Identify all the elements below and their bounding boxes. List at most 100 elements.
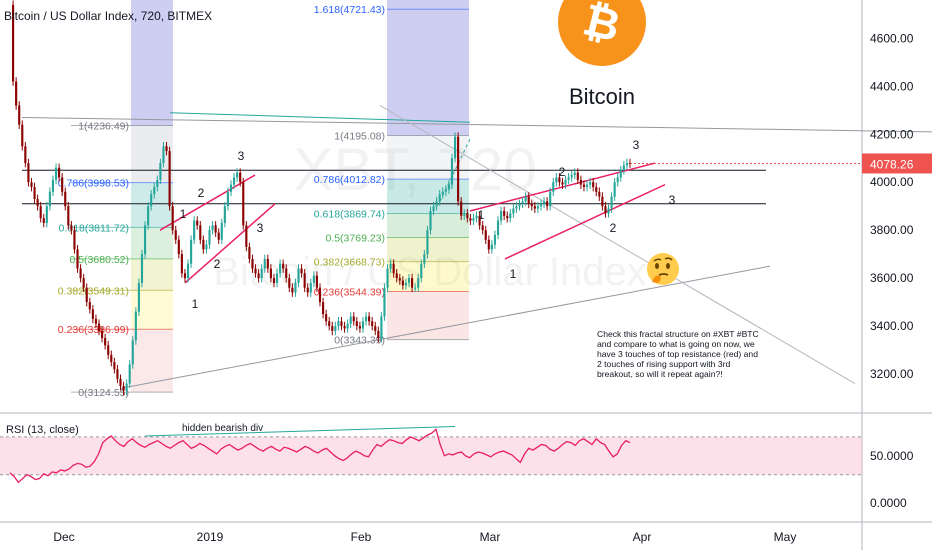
rsi-layer: hidden bearish div <box>0 423 862 484</box>
candle-body <box>438 194 441 202</box>
fib-right-level-label: 0.618(3869.74) <box>314 208 385 220</box>
candle-body <box>407 278 411 283</box>
candle-body <box>601 196 604 207</box>
candle-body <box>156 179 159 188</box>
candle-body <box>220 222 223 240</box>
time-tick-label: Mar <box>480 530 501 544</box>
symbol-title[interactable]: Bitcoin / US Dollar Index, 720, BITMEX <box>4 9 213 23</box>
candle-body <box>269 268 272 279</box>
fib-left-level-label: 0.382(3549.31) <box>58 285 129 297</box>
candle-body <box>610 196 613 209</box>
channel-left-upper <box>159 174 256 231</box>
candle-body <box>236 172 239 178</box>
fib-right-zone <box>387 291 469 340</box>
candle-body <box>570 175 573 178</box>
bitcoin-label: Bitcoin <box>568 84 636 109</box>
candle-body <box>380 316 383 339</box>
candle-body <box>128 364 131 384</box>
candle-body <box>153 187 156 195</box>
fib-left-level-label: 0.618(3811.72) <box>59 222 129 234</box>
candle-body <box>39 206 42 219</box>
price-tick-label: 4600.00 <box>870 31 914 45</box>
candle-body <box>515 206 518 209</box>
candle-body <box>444 189 447 192</box>
time-tick-label: 2019 <box>197 530 224 544</box>
wave-count-label: 2 <box>198 186 205 200</box>
candle-body <box>291 287 294 293</box>
rsi-tick-label: 50.0000 <box>870 449 914 463</box>
emoji-eye-left <box>655 263 659 269</box>
candle-body <box>226 191 229 207</box>
candle-body <box>205 244 208 250</box>
candle-body <box>469 218 472 221</box>
candle-body <box>533 206 536 209</box>
candle-body <box>282 263 285 269</box>
candle-body <box>285 268 288 279</box>
candle-body <box>177 239 180 255</box>
emoji-face <box>647 253 679 285</box>
candle-body <box>70 225 73 231</box>
wave-count-label: 2 <box>610 221 617 235</box>
fib-left-level-label: 0.5(3680.52) <box>69 254 129 266</box>
candle-body <box>435 201 438 207</box>
candle-body <box>447 184 450 190</box>
candle-body <box>377 330 380 339</box>
rsi-divergence-label: hidden bearish div <box>182 423 263 434</box>
candle-body <box>411 278 414 288</box>
candle-body <box>190 239 193 264</box>
candle-body <box>484 230 487 240</box>
candle-body <box>466 213 469 219</box>
candle-body <box>196 220 199 226</box>
candle-body <box>346 323 349 329</box>
wave-count-label: 3 <box>238 149 245 163</box>
candle-body <box>371 321 374 327</box>
resistance-line-teal <box>169 112 471 123</box>
channel-right-lower <box>504 183 666 260</box>
candle-body <box>564 179 567 185</box>
candle-body <box>186 263 190 279</box>
candle-body <box>27 163 30 183</box>
candle-body <box>395 273 398 279</box>
candle-body <box>358 326 361 329</box>
candle-body <box>245 225 248 247</box>
candle-body <box>389 263 392 269</box>
candle-body <box>11 4 15 82</box>
candle-body <box>355 321 358 327</box>
candle-body <box>521 201 524 204</box>
candle-body <box>595 187 598 192</box>
fib-right-zone <box>387 135 469 180</box>
candle-body <box>383 287 386 317</box>
candle-body <box>36 199 39 207</box>
candle-body <box>539 203 543 207</box>
candle-body <box>530 203 533 207</box>
fib-left-level-label: 0.786(3998.53) <box>58 178 129 190</box>
candle-body <box>561 182 564 185</box>
candle-body <box>67 206 70 226</box>
candle-body <box>33 187 36 200</box>
rsi-indicator-title[interactable]: RSI (13, close) <box>6 424 79 436</box>
candle-body <box>441 191 444 195</box>
wave-count-label: 1 <box>180 207 187 221</box>
wave-count-label: 3 <box>257 221 264 235</box>
candle-body <box>202 239 205 250</box>
candle-body <box>42 218 45 223</box>
candle-body <box>248 246 251 259</box>
rsi-line <box>9 428 631 484</box>
fib-right-level-label: 0.786(4012.82) <box>314 174 385 186</box>
candle-body <box>417 278 420 288</box>
wave-count-label: 1 <box>478 208 485 222</box>
candle-body <box>579 179 582 185</box>
candle-body <box>349 316 352 324</box>
candle-body <box>199 225 202 240</box>
candle-body <box>598 191 601 197</box>
candle-body <box>45 206 48 223</box>
candle-body <box>208 230 211 245</box>
candle-body <box>54 167 58 180</box>
candle-body <box>573 172 576 176</box>
price-tick-label: 3200.00 <box>870 367 914 381</box>
candle-body <box>616 177 619 183</box>
candle-body <box>524 196 527 202</box>
wave-count-label: 1 <box>192 297 199 311</box>
